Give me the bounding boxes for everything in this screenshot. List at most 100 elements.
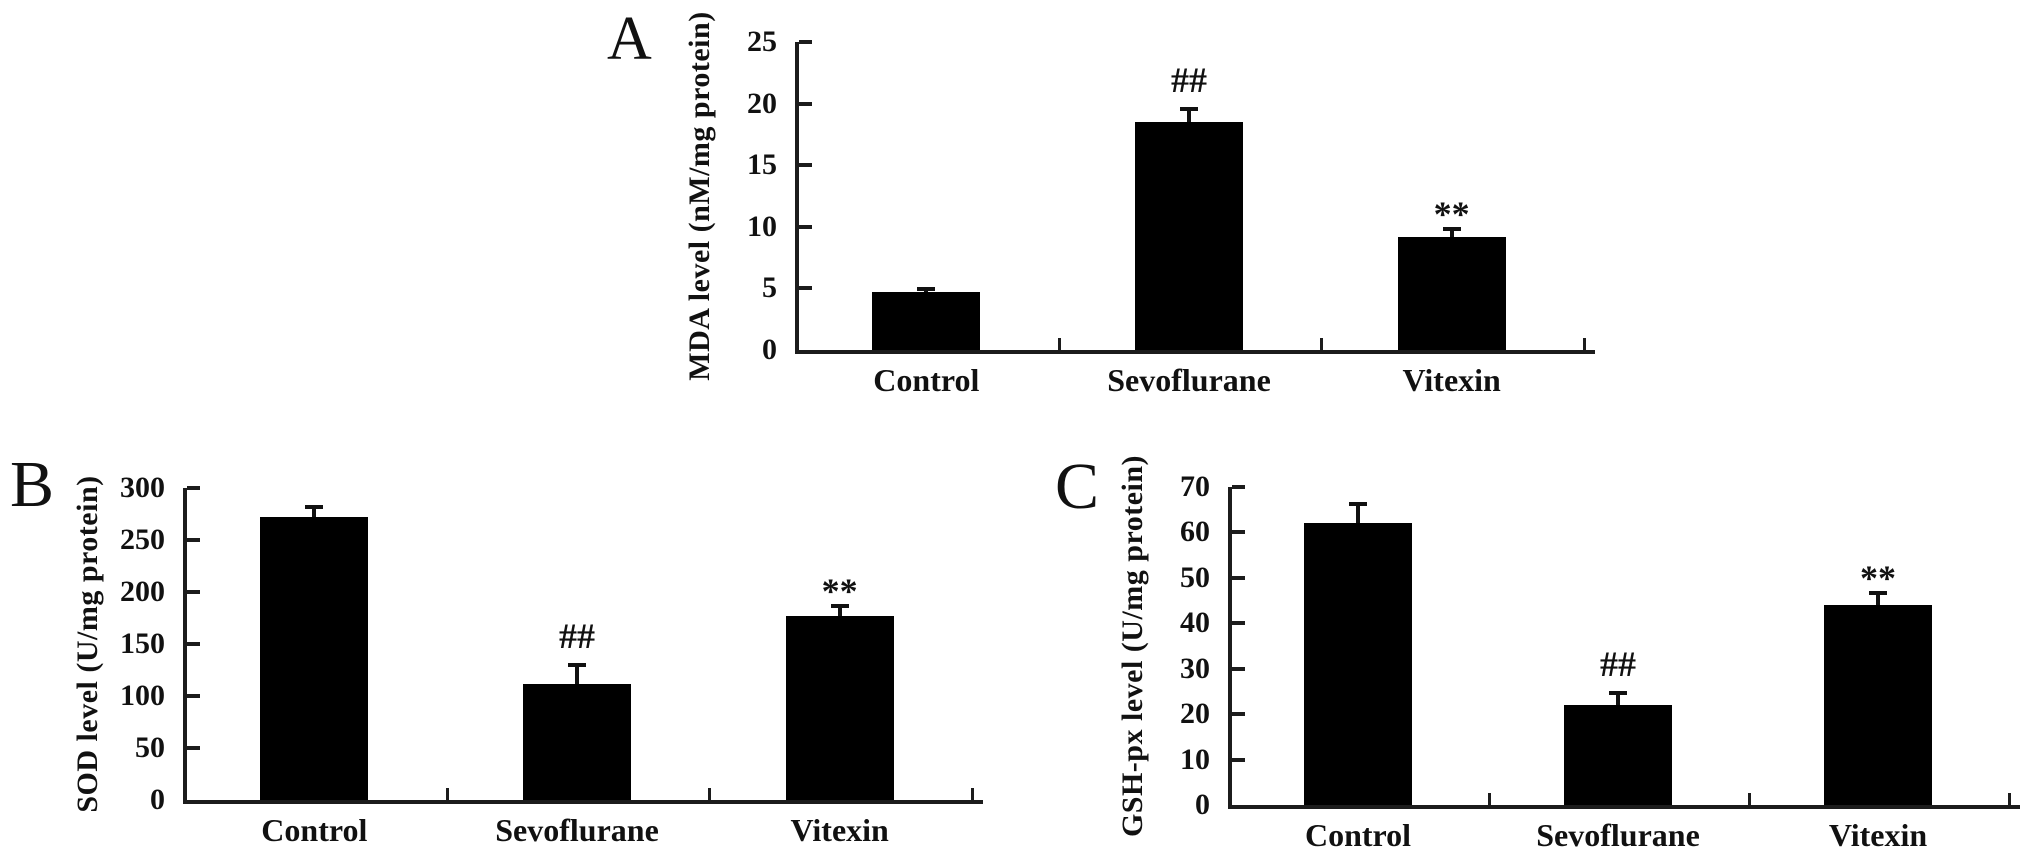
y-tick-label: 5 (762, 271, 777, 305)
x-axis-tick (1057, 338, 1061, 350)
y-tick-label: 70 (1180, 470, 1210, 503)
significance-annotation: ** (821, 570, 858, 611)
y-tick-mark (799, 40, 812, 44)
y-tick-label: 0 (1195, 788, 1210, 821)
y-tick-label: 250 (120, 523, 165, 556)
x-category-label: Control (1304, 817, 1412, 853)
y-axis-title: MDA level (nM/mg protein) (683, 11, 716, 381)
y-tick-mark (187, 486, 200, 490)
y-tick-label: 0 (150, 783, 165, 816)
y-tick-mark (799, 101, 812, 106)
x-axis-tick (708, 788, 712, 800)
x-axis-line (1228, 805, 2020, 809)
y-tick-label: 40 (1180, 606, 1210, 640)
bar (1564, 705, 1672, 805)
y-tick-label: 0 (762, 333, 777, 366)
y-tick-mark (799, 224, 812, 229)
y-tick-label: 60 (1180, 515, 1210, 549)
y-tick-label: 300 (120, 471, 165, 504)
bar (785, 615, 894, 800)
significance-annotation: ## (1600, 643, 1636, 684)
significance-annotation: ** (1433, 194, 1470, 235)
error-bar-cap (1349, 502, 1367, 507)
y-tick-mark (1232, 757, 1245, 762)
y-tick-label: 25 (747, 25, 777, 58)
error-bar-cap (568, 662, 586, 667)
y-tick-mark (1232, 575, 1245, 580)
y-tick-label: 50 (1180, 560, 1210, 594)
y-tick-label: 10 (1180, 742, 1210, 776)
y-tick-label: 15 (747, 148, 777, 182)
y-tick-label: 10 (747, 209, 777, 243)
error-bar-cap (1869, 590, 1887, 595)
y-tick-mark (1232, 485, 1245, 489)
y-tick-mark (187, 538, 200, 542)
chart-panel-a: A MDA level (nM/mg protein) 0 5 10 15 20 25 Cont… (555, 0, 1655, 428)
x-axis-line (795, 350, 1595, 354)
y-axis-line (795, 42, 799, 354)
y-tick-mark (1232, 712, 1245, 717)
error-bar-cap (1180, 106, 1198, 111)
y-tick-mark (1232, 666, 1245, 671)
error-bar-line (1356, 505, 1360, 524)
y-tick-mark (187, 746, 200, 750)
y-tick-label: 50 (135, 731, 165, 764)
bar (260, 517, 369, 800)
error-bar-cap (1442, 227, 1461, 232)
bar (1304, 523, 1412, 805)
y-tick-label: 150 (120, 627, 165, 660)
y-tick-mark (1232, 621, 1245, 626)
x-category-label: Sevoflurane (1536, 817, 1700, 853)
y-tick-mark (187, 642, 200, 646)
significance-annotation: ## (559, 615, 595, 656)
panel-label: C (1055, 450, 1100, 523)
x-axis-tick (1748, 793, 1751, 805)
error-bar-line (1187, 109, 1191, 123)
x-axis-line (183, 800, 983, 804)
x-category-label: Sevoflurane (1107, 362, 1271, 398)
y-tick-label: 20 (1180, 697, 1210, 731)
bar (1824, 605, 1932, 805)
error-bar-line (575, 665, 579, 684)
error-bar-line (1449, 230, 1454, 237)
y-axis-line (1228, 487, 1232, 809)
error-bar-line (1876, 593, 1880, 606)
x-axis-tick (1320, 338, 1324, 350)
y-tick-label: 20 (747, 86, 777, 120)
error-bar-line (1616, 693, 1620, 706)
y-tick-label: 200 (120, 575, 165, 608)
error-bar-cap (305, 504, 324, 509)
bar (1397, 236, 1506, 350)
panel-label: B (10, 448, 55, 521)
x-category-label: Control (261, 812, 368, 848)
x-axis-tick (971, 788, 974, 800)
y-tick-mark (799, 163, 812, 168)
bar (523, 683, 631, 800)
significance-annotation: ** (1860, 557, 1896, 598)
x-axis-tick (1488, 793, 1491, 805)
error-bar-line (924, 289, 929, 293)
y-tick-label: 30 (1180, 651, 1210, 685)
x-axis-tick (2008, 793, 2011, 805)
error-bar-line (312, 507, 317, 518)
x-axis-tick (1583, 338, 1586, 350)
x-axis-tick (445, 788, 449, 800)
y-tick-mark (1232, 530, 1245, 535)
panel-label: A (607, 5, 652, 73)
significance-annotation: ## (1171, 59, 1207, 100)
y-tick-mark (799, 286, 812, 291)
x-category-label: Vitexin (790, 812, 889, 848)
y-tick-mark (187, 590, 200, 594)
error-bar-cap (917, 286, 936, 291)
x-category-label: Vitexin (1828, 817, 1928, 853)
chart-panel-b: B SOD level (U/mg protein) 0 50 100 150 200 250… (0, 430, 1035, 854)
error-bar-cap (1609, 690, 1627, 695)
error-bar-cap (830, 603, 849, 608)
x-category-label: Sevoflurane (495, 812, 659, 848)
bar (1135, 122, 1243, 350)
y-tick-label: 100 (120, 679, 165, 712)
y-axis-title: GSH-px level (U/mg protein) (1116, 454, 1149, 838)
x-category-label: Vitexin (1402, 362, 1501, 398)
error-bar-line (837, 606, 842, 616)
